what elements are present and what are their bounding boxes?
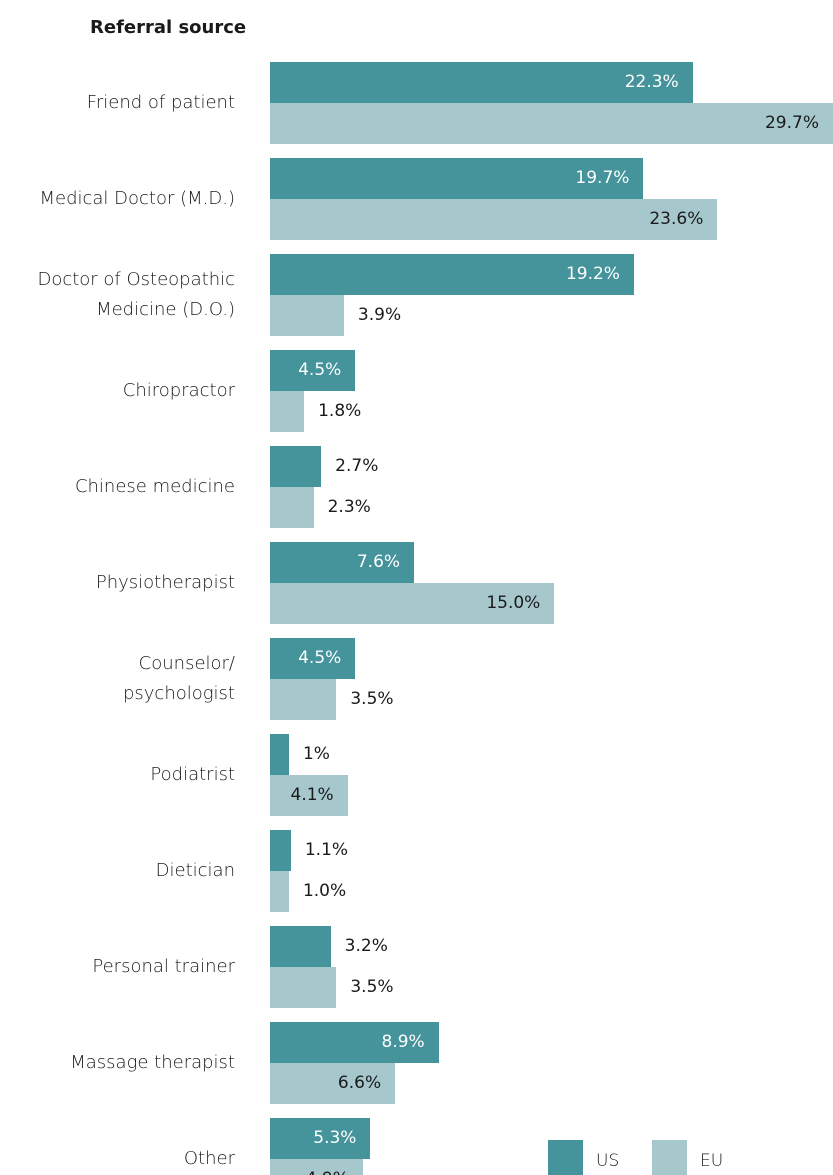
bar [270, 679, 337, 720]
category-label: Physiotherapist [95, 572, 235, 593]
legend-label: EU [700, 1151, 724, 1171]
bar [270, 295, 344, 336]
category-label: Medical Doctor (M.D.) [39, 188, 235, 209]
value-label: 3.2% [344, 936, 388, 956]
legend-swatch [652, 1140, 687, 1175]
bar [270, 391, 305, 432]
bar [270, 350, 356, 391]
value-label: 1.0% [302, 881, 347, 901]
bar [270, 1063, 396, 1104]
value-label: 4.5% [298, 360, 342, 380]
value-label: 7.6% [356, 552, 401, 572]
value-label: 3.5% [350, 977, 394, 997]
chart-title: Referral source [90, 17, 247, 38]
value-label: 3.5% [350, 689, 394, 709]
bar [270, 775, 348, 816]
value-label: 22.3% [624, 72, 679, 92]
value-label: 1.8% [318, 401, 362, 421]
bar [270, 487, 314, 528]
bar [270, 542, 415, 583]
value-label: 15.0% [486, 593, 541, 613]
value-label: 6.6% [337, 1073, 382, 1093]
value-label: 5.3% [313, 1128, 357, 1148]
bar [270, 62, 693, 103]
category-label: Chinese medicine [74, 476, 235, 497]
bar [270, 871, 289, 912]
value-label: 1% [302, 744, 330, 764]
bar [270, 583, 555, 624]
category-label: Counselor/ psychologist [122, 653, 235, 704]
legend-swatch [548, 1140, 583, 1175]
value-label: 8.9% [381, 1032, 425, 1052]
bar [270, 1022, 439, 1063]
value-label: 4.9% [270, 1159, 349, 1175]
bar [270, 103, 833, 144]
bar [270, 1159, 363, 1175]
bar [270, 199, 718, 240]
bar [270, 446, 322, 487]
value-label: 2.3% [327, 497, 371, 517]
bar [270, 967, 337, 1008]
value-label: 19.7% [575, 168, 630, 188]
value-label: 1.1% [304, 840, 349, 860]
value-label: 23.6% [649, 209, 704, 229]
bar [270, 830, 291, 871]
bar [270, 926, 331, 967]
bar [270, 158, 644, 199]
bar [270, 638, 356, 679]
category-label: Podiatrist [150, 764, 235, 785]
legend-label: US [596, 1151, 620, 1171]
value-label: 29.7% [764, 113, 819, 133]
category-label: Other [183, 1148, 235, 1169]
value-label: 4.1% [290, 785, 334, 805]
category-label: Dietician [155, 860, 235, 881]
category-label: Doctor of Osteopathic Medicine (D.O.) [37, 269, 235, 320]
value-label: 4.5% [298, 648, 342, 668]
value-label: 19.2% [565, 264, 620, 284]
category-label: Friend of patient [86, 92, 235, 113]
bar [270, 734, 289, 775]
value-label: 3.9% [357, 305, 402, 325]
category-label: Massage therapist [70, 1052, 235, 1073]
category-label: Personal trainer [92, 956, 235, 977]
value-label: 2.7% [335, 456, 379, 476]
category-label: Chiropractor [122, 380, 235, 401]
bar [270, 254, 634, 295]
bar [270, 1118, 371, 1159]
